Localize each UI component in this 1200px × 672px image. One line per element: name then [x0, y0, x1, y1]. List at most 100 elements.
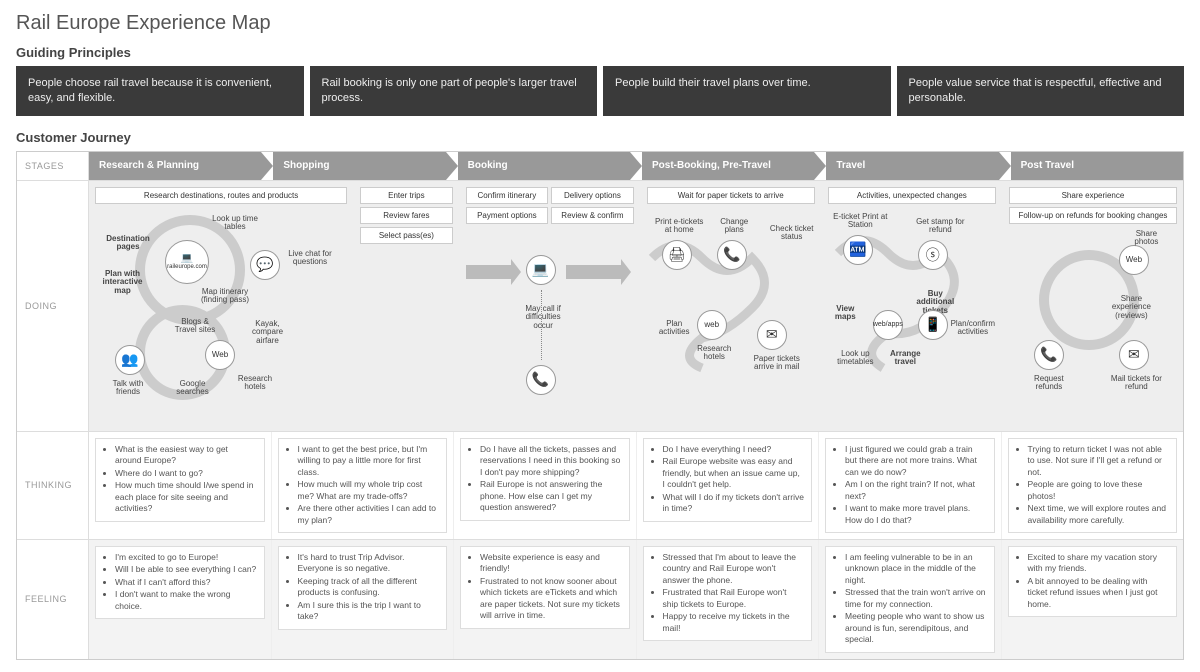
- thinking-label: THINKING: [17, 432, 89, 539]
- change-label: Change plans: [712, 218, 757, 236]
- check-label: Check ticket status: [767, 225, 817, 243]
- kayak-label: Kayak, compare airfare: [240, 320, 295, 346]
- mapitin-label: Map itinerary (finding pass): [195, 288, 255, 306]
- journey-map: STAGES Research & Planning Shopping Book…: [16, 151, 1184, 660]
- feeling-cell-1: It's hard to trust Trip Advisor. Everyon…: [272, 540, 455, 659]
- feeling-item: I don't want to make the wrong choice.: [115, 589, 257, 612]
- feeling-item: Happy to receive my tickets in the mail!: [663, 611, 805, 634]
- planconfirm-label: Plan/confirm activities: [948, 320, 998, 338]
- feeling-item: I'm excited to go to Europe!: [115, 552, 257, 563]
- thinking-cell-3: Do I have everything I need?Rail Europe …: [637, 432, 820, 539]
- chat-icon: 💬: [250, 250, 280, 280]
- booking-box1: Confirm itinerary: [466, 187, 549, 204]
- feeling-label: FEELING: [17, 540, 89, 659]
- request-label: Request refunds: [1024, 375, 1074, 393]
- feeling-cell-5: Excited to share my vacation story with …: [1002, 540, 1184, 659]
- principle-1: People choose rail travel because it is …: [16, 66, 304, 116]
- feeling-cell-3: Stressed that I'm about to leave the cou…: [637, 540, 820, 659]
- stage-research: Research & Planning: [89, 152, 261, 180]
- stages-label: STAGES: [17, 152, 89, 180]
- laptop-icon: 💻raileurope.com: [165, 240, 209, 284]
- feeling-item: Stressed that the train won't arrive on …: [845, 587, 987, 610]
- feeling-item: It's hard to trust Trip Advisor. Everyon…: [298, 552, 440, 575]
- talkfriends-label: Talk with friends: [103, 380, 153, 398]
- posttravel-box2: Follow-up on refunds for booking changes: [1009, 207, 1177, 224]
- feeling-item: A bit annoyed to be dealing with ticket …: [1028, 576, 1170, 610]
- shopping-box3: Select pass(es): [360, 227, 452, 244]
- stage-postbooking: Post-Booking, Pre-Travel: [642, 152, 814, 180]
- stages-row: STAGES Research & Planning Shopping Book…: [17, 152, 1183, 181]
- feeling-item: What if I can't afford this?: [115, 577, 257, 588]
- dest-pages-label: Destination pages: [103, 235, 153, 253]
- booking-box2: Delivery options: [551, 187, 634, 204]
- mail-icon: ✉: [757, 320, 787, 350]
- thinking-cell-0: What is the easiest way to get around Eu…: [89, 432, 272, 539]
- thinking-box-5: Trying to return ticket I was not able t…: [1008, 438, 1178, 533]
- lookup-label: Look up time tables: [210, 215, 260, 233]
- printer-icon: 🖨: [662, 240, 692, 270]
- thinking-item: Next time, we will explore routes and av…: [1028, 503, 1170, 526]
- feeling-item: Website experience is easy and friendly!: [480, 552, 622, 575]
- phone-device-icon: 📱: [918, 310, 948, 340]
- posttravel-box1: Share experience: [1009, 187, 1177, 204]
- principle-3: People build their travel plans over tim…: [603, 66, 891, 116]
- thinking-cell-4: I just figured we could grab a train but…: [819, 432, 1002, 539]
- webapps-icon: web/apps: [873, 310, 903, 340]
- mail-icon: ✉: [1119, 340, 1149, 370]
- thinking-box-0: What is the easiest way to get around Eu…: [95, 438, 265, 522]
- eticket-label: E-ticket Print at Station: [833, 213, 888, 231]
- feeling-item: Stressed that I'm about to leave the cou…: [663, 552, 805, 586]
- feeling-item: Frustrated to not know sooner about whic…: [480, 576, 622, 622]
- doing-row: DOING Research destinations, routes and …: [17, 181, 1183, 432]
- stage-posttravel: Post Travel: [1011, 152, 1183, 180]
- principle-2: Rail booking is only one part of people'…: [310, 66, 598, 116]
- stage-shopping: Shopping: [273, 152, 445, 180]
- maycall-label: May call if difficulties occur: [516, 305, 571, 331]
- shareexp-label: Share experience (reviews): [1104, 295, 1159, 321]
- web-icon: Web: [205, 340, 235, 370]
- feeling-item: I am feeling vulnerable to be in an unkn…: [845, 552, 987, 586]
- arrange-label: Arrange travel: [883, 350, 928, 368]
- thinking-item: People are going to love these photos!: [1028, 479, 1170, 502]
- thinking-item: I want to get the best price, but I'm wi…: [298, 444, 440, 478]
- feeling-cell-2: Website experience is easy and friendly!…: [454, 540, 637, 659]
- feeling-box-1: It's hard to trust Trip Advisor. Everyon…: [278, 546, 448, 630]
- thinking-cell-2: Do I have all the tickets, passes and re…: [454, 432, 637, 539]
- feeling-item: Keeping track of all the different produ…: [298, 576, 440, 599]
- doing-shopping: Enter trips Review fares Select pass(es): [354, 181, 459, 431]
- thinking-item: I just figured we could grab a train but…: [845, 444, 987, 478]
- thinking-item: Rail Europe is not answering the phone. …: [480, 479, 622, 513]
- feeling-item: Will I be able to see everything I can?: [115, 564, 257, 575]
- doing-booking: Confirm itinerary Delivery options Payme…: [460, 181, 641, 431]
- thinking-item: Rail Europe website was easy and friendl…: [663, 456, 805, 490]
- print-label: Print e-tickets at home: [652, 218, 707, 236]
- thinking-item: Where do I want to go?: [115, 468, 257, 479]
- arrow-icon: [566, 265, 621, 279]
- doing-label: DOING: [17, 181, 89, 431]
- thinking-item: Trying to return ticket I was not able t…: [1028, 444, 1170, 478]
- thinking-item: Are there other activities I can add to …: [298, 503, 440, 526]
- page-title: Rail Europe Experience Map: [16, 12, 1184, 35]
- booking-box4: Review & confirm: [551, 207, 634, 224]
- viewmaps-label: View maps: [828, 305, 863, 323]
- web-icon: Web: [1119, 245, 1149, 275]
- stage-booking: Booking: [458, 152, 630, 180]
- feeling-item: Am I sure this is the trip I want to tak…: [298, 600, 440, 623]
- arrow-icon: [466, 265, 511, 279]
- blogs-label: Blogs & Travel sites: [170, 318, 220, 336]
- thinking-item: What will I do if my tickets don't arriv…: [663, 492, 805, 515]
- shopping-box2: Review fares: [360, 207, 452, 224]
- research-topbox: Research destinations, routes and produc…: [95, 187, 347, 204]
- thinking-item: Do I have everything I need?: [663, 444, 805, 455]
- google-label: Google searches: [170, 380, 215, 398]
- paper-label: Paper tickets arrive in mail: [747, 355, 807, 373]
- doing-travel: Activities, unexpected changes 🏧 E-ticke…: [822, 181, 1003, 431]
- phone-icon: 📞: [1034, 340, 1064, 370]
- research-hotels-label: Research hotels: [230, 375, 280, 393]
- stamp-label: Get stamp for refund: [913, 218, 968, 236]
- feeling-cell-4: I am feeling vulnerable to be in an unkn…: [819, 540, 1002, 659]
- feeling-box-0: I'm excited to go to Europe!Will I be ab…: [95, 546, 265, 619]
- feeling-cell-0: I'm excited to go to Europe!Will I be ab…: [89, 540, 272, 659]
- thinking-box-2: Do I have all the tickets, passes and re…: [460, 438, 630, 521]
- principles-header: Guiding Principles: [16, 45, 1184, 60]
